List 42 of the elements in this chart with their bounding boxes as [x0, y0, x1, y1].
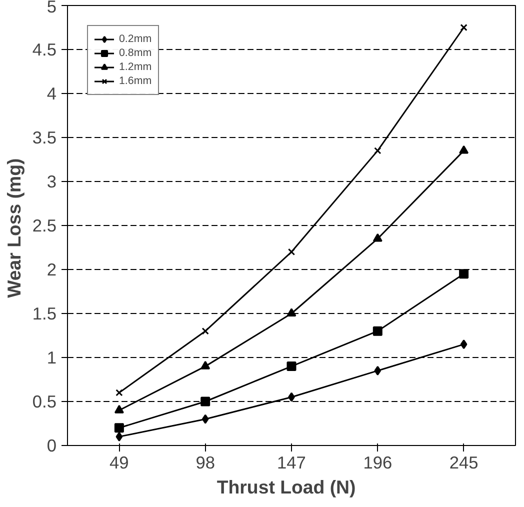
point [116, 432, 123, 442]
x-axis-title: Thrust Load (N) [216, 476, 356, 498]
point [459, 145, 469, 154]
x-tick-label: 147 [277, 452, 306, 472]
y-tick-label: 3.5 [32, 128, 57, 148]
x-tick-label: 245 [449, 452, 478, 472]
point [200, 360, 210, 370]
point [372, 233, 382, 242]
point [286, 308, 296, 317]
y-tick-label: 1.5 [32, 304, 57, 324]
point [374, 147, 382, 154]
point [460, 24, 468, 32]
point [459, 269, 469, 279]
y-tick-label: 0.5 [32, 392, 57, 412]
y-tick-label: 2.5 [32, 216, 57, 236]
y-tick-label: 2 [46, 260, 57, 280]
point [288, 248, 296, 256]
point [202, 414, 209, 424]
y-tick-label: 1 [46, 348, 57, 368]
point [116, 389, 123, 396]
point [460, 340, 468, 350]
point [202, 328, 209, 335]
point [114, 423, 124, 433]
y-tick-label: 4.5 [32, 40, 57, 60]
point [114, 404, 124, 414]
x-tick-label: 49 [110, 452, 129, 472]
y-axis-title: Wear Loss (mg) [3, 158, 24, 298]
legend-label: 0.8mm [119, 46, 152, 60]
x-tick-label: 196 [363, 452, 392, 472]
point [374, 366, 382, 376]
point [200, 396, 210, 406]
y-tick-label: 4 [46, 84, 57, 104]
legend-label: 1.6mm [119, 74, 152, 88]
y-tick-label: 3 [46, 172, 57, 192]
x-tick-label: 98 [196, 452, 215, 472]
legend-label: 1.2mm [119, 60, 152, 74]
point [286, 362, 296, 372]
y-tick-label: 5 [46, 0, 57, 16]
legend-label: 0.2mm [119, 32, 152, 46]
point [288, 392, 295, 402]
point [372, 326, 382, 336]
y-tick-label: 0 [46, 436, 57, 456]
